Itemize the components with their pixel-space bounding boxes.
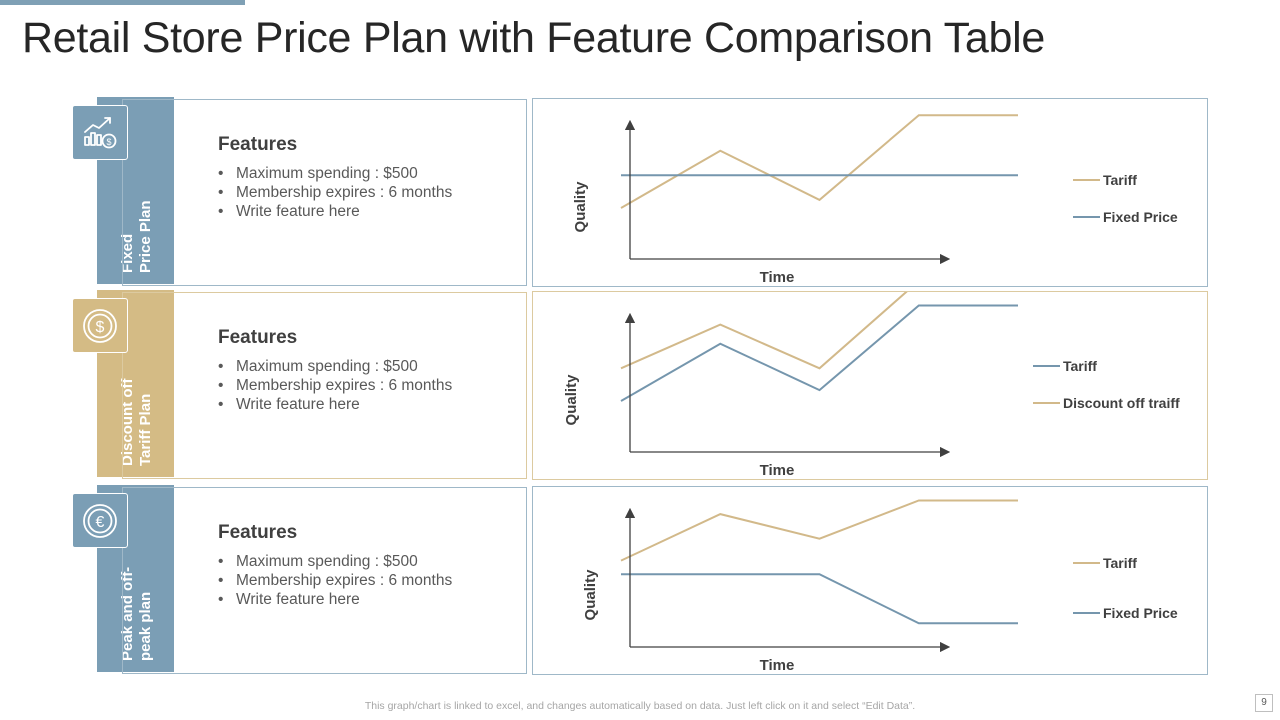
x-axis-label: Time — [760, 462, 795, 479]
euro-coin-icon: € — [72, 493, 128, 548]
feature-item: Maximum spending : $500 — [218, 164, 452, 183]
svg-text:€: € — [96, 514, 105, 531]
series-line-tariff — [620, 304, 1018, 402]
chart-panel: Time Quality Tariff Fixed Price — [532, 98, 1208, 287]
footer-note: This graph/chart is linked to excel, and… — [0, 700, 1280, 712]
y-axis-label: Quality — [563, 374, 580, 426]
legend-label: Tariff — [1103, 555, 1137, 571]
y-axis-label: Quality — [582, 569, 599, 621]
dollar-coin-icon: $ — [72, 298, 128, 353]
page-number: 9 — [1255, 694, 1273, 712]
chart-dollar-icon: $ — [72, 105, 128, 160]
footer-text: This graph/chart is linked to excel, and… — [364, 700, 916, 712]
line-chart: Time Quality Tariff Fixed Price — [582, 499, 1178, 674]
x-axis-label: Time — [760, 657, 795, 674]
features-title: Features — [218, 327, 298, 348]
features-list: Maximum spending : $500Membership expire… — [218, 357, 452, 414]
features-list: Maximum spending : $500Membership expire… — [218, 164, 452, 221]
series-line-tariff — [620, 114, 1018, 209]
top-accent-bar — [0, 0, 245, 5]
legend-label: Tariff — [1103, 172, 1137, 188]
feature-item: Membership expires : 6 months — [218, 183, 452, 202]
feature-item: Maximum spending : $500 — [218, 552, 452, 571]
legend-label: Discount off traiff — [1063, 395, 1180, 411]
feature-item: Write feature here — [218, 395, 452, 414]
features-list: Maximum spending : $500Membership expire… — [218, 552, 452, 609]
y-axis-label: Quality — [572, 181, 589, 233]
x-axis-label: Time — [760, 269, 795, 286]
features-panel: Features Maximum spending : $500Membershi… — [122, 99, 527, 286]
features-panel: Features Maximum spending : $500Membershi… — [122, 487, 527, 674]
series-line-fixed-price — [621, 573, 1018, 625]
svg-text:$: $ — [106, 137, 111, 147]
series-line-discount-off-traiff — [620, 292, 908, 370]
legend-label: Fixed Price — [1103, 605, 1178, 621]
feature-item: Membership expires : 6 months — [218, 571, 452, 590]
chart-panel: Time Quality Tariff Fixed Price — [532, 486, 1208, 675]
line-chart: Time Quality Tariff Discount off traiff — [563, 292, 1180, 479]
legend-label: Tariff — [1063, 358, 1097, 374]
feature-item: Maximum spending : $500 — [218, 357, 452, 376]
legend-label: Fixed Price — [1103, 209, 1178, 225]
line-chart: Time Quality Tariff Fixed Price — [572, 114, 1178, 286]
feature-item: Write feature here — [218, 590, 452, 609]
page-title: Retail Store Price Plan with Feature Com… — [22, 14, 1045, 62]
features-panel: Features Maximum spending : $500Membershi… — [122, 292, 527, 479]
feature-item: Write feature here — [218, 202, 452, 221]
chart-panel: Time Quality Tariff Discount off traiff — [532, 291, 1208, 480]
svg-text:$: $ — [96, 319, 105, 336]
series-line-tariff — [620, 499, 1018, 562]
features-title: Features — [218, 522, 298, 543]
features-title: Features — [218, 134, 298, 155]
feature-item: Membership expires : 6 months — [218, 376, 452, 395]
